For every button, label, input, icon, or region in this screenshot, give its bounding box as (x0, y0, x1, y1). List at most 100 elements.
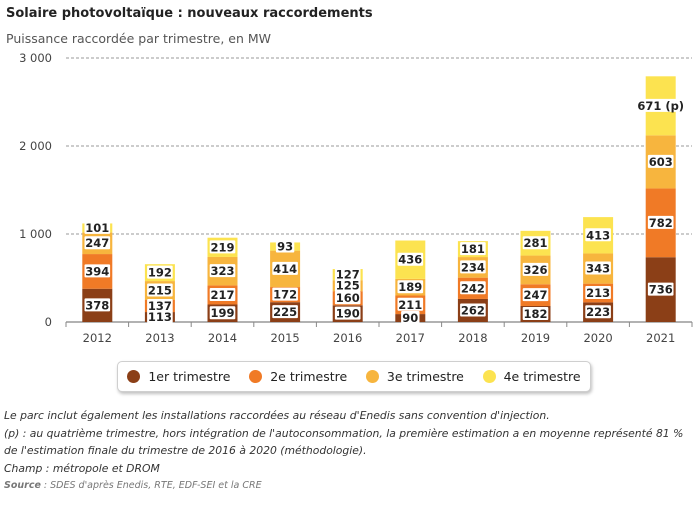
data-label-bg (522, 306, 549, 320)
data-label-bg (272, 261, 298, 275)
data-label-bg (147, 283, 173, 297)
data-label-bg (334, 306, 361, 320)
source-line: Source : SDES d'après Enedis, RTE, EDF-S… (4, 477, 698, 495)
data-label-bg (209, 306, 236, 320)
data-label: 127 (336, 268, 360, 282)
y-tick-label: 2 000 (19, 139, 52, 153)
data-label: 182 (523, 307, 547, 321)
data-label-bg (147, 265, 173, 279)
x-tick-label: 2019 (521, 331, 550, 345)
data-label-bg (585, 286, 611, 300)
legend-swatch-q2 (249, 370, 263, 383)
legend-swatch-q4 (482, 370, 496, 383)
data-label-bg (209, 264, 236, 278)
data-label: 215 (148, 284, 172, 298)
legend-swatch-q1 (127, 370, 141, 383)
chart-legend: 1er trimestre 2e trimestre 3e trimestre … (117, 361, 591, 392)
data-label: 603 (649, 155, 673, 169)
data-label: 190 (336, 307, 360, 321)
data-label: 113 (148, 310, 172, 324)
legend-item-q4[interactable]: 4e trimestre (482, 369, 581, 384)
data-label: 160 (336, 291, 360, 305)
data-label: 211 (398, 298, 422, 312)
chart-title: Solaire photovoltaïque : nouveaux raccor… (6, 6, 373, 21)
data-label: 413 (586, 228, 610, 242)
data-label: 199 (210, 306, 234, 320)
data-label: 137 (148, 299, 172, 313)
x-tick-label: 2012 (83, 331, 112, 345)
note-field: Champ : métropole et DROM (4, 461, 160, 475)
data-label-bg (272, 305, 298, 319)
data-label-bg (209, 287, 236, 301)
x-tick-label: 2014 (208, 331, 237, 345)
legend-swatch-q3 (365, 370, 379, 383)
y-tick-label: 0 (45, 315, 52, 329)
data-label-bg (522, 288, 549, 302)
data-label-bg (209, 240, 236, 254)
x-tick-label: 2020 (583, 331, 612, 345)
data-label: 219 (210, 240, 234, 254)
data-label: 234 (461, 260, 485, 274)
data-label-bg (397, 280, 424, 294)
data-label: 782 (649, 216, 673, 230)
note-provisional: (p) : au quatrième trimestre, hors intég… (4, 426, 684, 458)
data-label: 323 (210, 264, 234, 278)
chart-notes: Le parc inclut également les installatio… (4, 407, 698, 495)
data-label: 281 (523, 236, 547, 250)
data-label: 125 (336, 279, 360, 293)
data-label-bg (460, 281, 486, 295)
x-tick-label: 2015 (270, 331, 299, 345)
x-tick-label: 2016 (333, 331, 362, 345)
data-label: 394 (85, 264, 109, 278)
legend-label-q4: 4e trimestre (503, 369, 581, 384)
y-tick-label: 1 000 (19, 227, 52, 241)
legend-label-q1: 1er trimestre (148, 369, 231, 384)
x-tick-label: 2013 (145, 331, 174, 345)
data-label-bg (460, 303, 486, 317)
legend-item-q3[interactable]: 3e trimestre (365, 369, 464, 384)
data-label-bg (522, 236, 549, 250)
data-label-bg (84, 298, 111, 312)
x-tick-label: 2017 (396, 331, 425, 345)
data-label-bg (460, 260, 486, 274)
data-label-bg (585, 261, 611, 275)
data-label: 247 (85, 236, 109, 250)
note-scope: Le parc inclut également les installatio… (4, 409, 550, 422)
data-label: 90 (402, 311, 418, 325)
data-label: 172 (273, 288, 297, 302)
x-tick-label: 2018 (458, 331, 487, 345)
data-label-bg (84, 220, 111, 234)
data-label-bg (522, 262, 549, 276)
data-label: 378 (85, 298, 109, 312)
data-label-bg (460, 242, 486, 256)
legend-item-q2[interactable]: 2e trimestre (249, 369, 347, 384)
source-text: : SDES d'après Enedis, RTE, EDF-SEI et l… (40, 480, 262, 491)
data-label-bg (334, 267, 361, 281)
data-label-bg (633, 98, 688, 112)
data-label: 223 (586, 305, 610, 319)
data-label: 181 (461, 242, 485, 256)
data-label: 736 (649, 283, 673, 297)
data-label-bg (397, 252, 424, 266)
data-label-bg (275, 239, 295, 253)
data-label: 217 (210, 288, 234, 302)
data-label: 225 (273, 305, 297, 319)
data-label: 262 (461, 303, 485, 317)
legend-item-q1[interactable]: 1er trimestre (127, 369, 230, 384)
data-label-bg (272, 287, 298, 301)
data-label-bg (397, 297, 424, 311)
data-label-bg (647, 215, 674, 229)
data-label-bg (401, 311, 420, 325)
legend-label-q3: 3e trimestre (386, 369, 464, 384)
data-label: 101 (85, 221, 109, 235)
data-label: 242 (461, 281, 485, 295)
legend-label-q2: 2e trimestre (270, 369, 348, 384)
data-label-bg (147, 299, 173, 313)
data-label: 343 (586, 262, 610, 276)
data-label-bg (647, 282, 674, 296)
data-label-bg (647, 154, 674, 168)
data-label: 326 (523, 263, 547, 277)
data-label: 414 (273, 262, 297, 276)
data-label-bg (147, 310, 173, 324)
data-label: 436 (398, 253, 422, 267)
